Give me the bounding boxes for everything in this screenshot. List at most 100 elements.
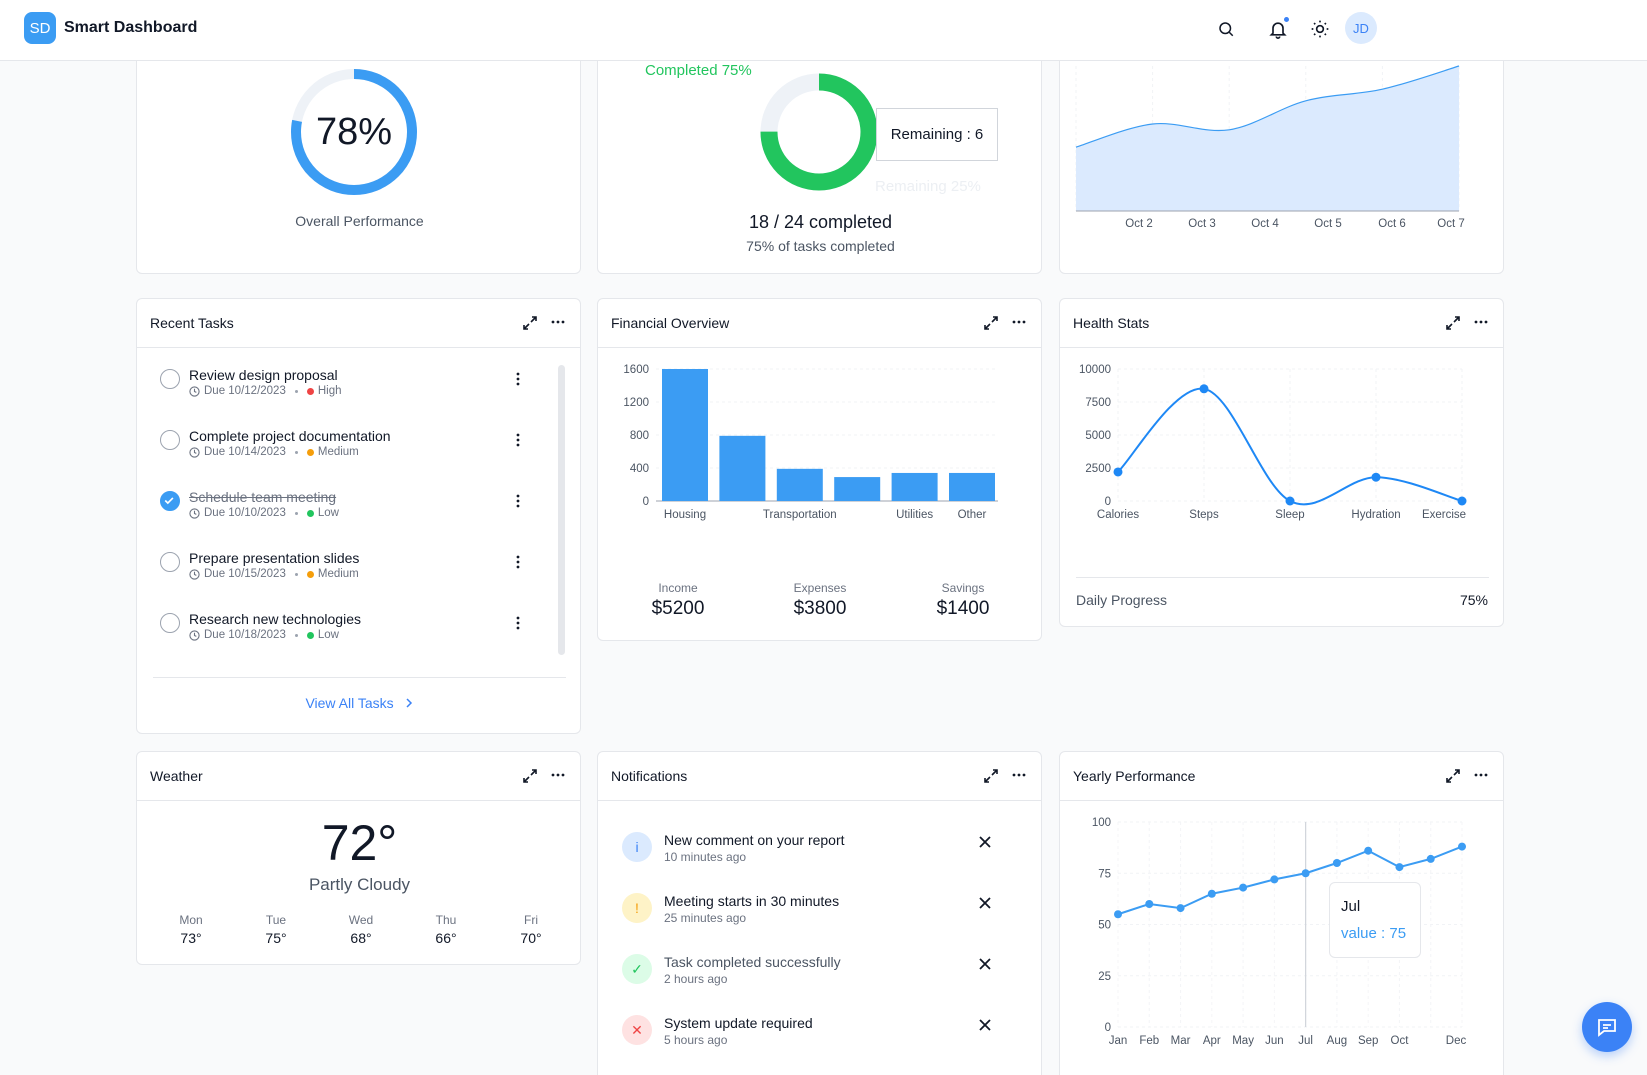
more-horizontal-icon[interactable] <box>550 314 566 330</box>
expand-icon[interactable] <box>983 315 999 331</box>
notification-item[interactable]: ✓ Task completed successfully 2 hours ago <box>598 950 1021 1010</box>
x-tick-label: Oct 5 <box>1314 218 1341 230</box>
x-tick-label: Sep <box>1358 1035 1378 1047</box>
x-tick-label: Jun <box>1265 1035 1284 1047</box>
y-tick-label: 10000 <box>1079 364 1111 376</box>
x-tick-label: Steps <box>1189 509 1219 521</box>
task-meta: Due 10/10/2023 Low <box>189 507 339 519</box>
task-row[interactable]: Research new technologies Due 10/18/2023 L… <box>137 605 547 665</box>
yearly-tooltip: Jul value : 75 <box>1329 882 1421 958</box>
user-avatar[interactable]: JD <box>1345 12 1377 44</box>
data-point[interactable] <box>1176 904 1185 913</box>
chat-button[interactable] <box>1582 1002 1632 1052</box>
app-logo[interactable]: SD <box>24 12 56 44</box>
performance-ring <box>291 69 417 195</box>
data-point[interactable] <box>1270 875 1279 884</box>
more-vertical-icon[interactable] <box>511 371 525 387</box>
task-checkbox[interactable] <box>160 369 180 389</box>
task-checkbox[interactable] <box>160 491 180 511</box>
weather-card: Weather 72° Partly Cloudy Mon 73° Tue 75° We… <box>136 751 581 965</box>
close-icon[interactable] <box>978 835 992 849</box>
expand-icon[interactable] <box>522 315 538 331</box>
task-row[interactable]: Schedule team meeting Due 10/10/2023 Low <box>137 483 547 543</box>
bar[interactable] <box>834 477 881 501</box>
y-tick-label: 0 <box>1105 1022 1111 1034</box>
more-vertical-icon[interactable] <box>511 493 525 509</box>
task-list-scrollbar[interactable] <box>558 365 565 655</box>
task-row[interactable]: Complete project documentation Due 10/14/… <box>137 422 547 482</box>
close-icon[interactable] <box>978 957 992 971</box>
card-title: Financial Overview <box>611 315 730 331</box>
x-tick-label: Oct 6 <box>1378 218 1405 230</box>
task-checkbox[interactable] <box>160 552 180 572</box>
more-vertical-icon[interactable] <box>511 554 525 570</box>
data-point[interactable] <box>1114 910 1122 919</box>
x-tick-label: Hydration <box>1351 509 1400 521</box>
more-horizontal-icon[interactable] <box>550 767 566 783</box>
expenses-stat: Expenses $3800 <box>760 581 880 620</box>
data-point[interactable] <box>1301 869 1310 878</box>
data-point[interactable] <box>1458 842 1466 851</box>
task-row[interactable]: Review design proposal Due 10/12/2023 High <box>137 361 547 421</box>
stat-value: $1400 <box>936 598 990 619</box>
data-point[interactable] <box>1332 859 1341 867</box>
notification-item[interactable]: ! Meeting starts in 30 minutes 25 minutes … <box>598 889 1021 949</box>
financial-bar-chart: 0 400 800 1200 1600 Housing Transportation Util… <box>623 364 998 521</box>
search-icon[interactable] <box>1213 16 1239 42</box>
more-vertical-icon[interactable] <box>511 615 525 631</box>
more-horizontal-icon[interactable] <box>1011 314 1027 330</box>
y-tick-label: 800 <box>630 430 649 442</box>
more-vertical-icon[interactable] <box>511 432 525 448</box>
more-horizontal-icon[interactable] <box>1011 767 1027 783</box>
data-point[interactable] <box>1426 854 1435 863</box>
close-icon[interactable] <box>978 1018 992 1032</box>
forecast-day: Wed 68° <box>331 913 391 946</box>
data-point[interactable] <box>1395 863 1404 872</box>
notification-item[interactable]: ✕ System update required 5 hours ago <box>598 1011 1021 1071</box>
data-point[interactable] <box>1199 384 1209 394</box>
sun-icon[interactable] <box>1307 16 1333 42</box>
y-tick-label: 7500 <box>1085 397 1111 409</box>
health-card: Health Stats 0 2500 5000 7500 10000 Calories S… <box>1059 298 1504 627</box>
x-tick-label: Dec <box>1446 1035 1467 1047</box>
remaining-legend: Remaining 25% <box>875 178 981 195</box>
notification-time: 5 hours ago <box>664 1033 728 1047</box>
warning-icon: ! <box>622 893 652 923</box>
expand-icon[interactable] <box>1445 768 1461 784</box>
data-point[interactable] <box>1239 883 1248 892</box>
performance-card: 78% Overall Performance <box>136 30 581 274</box>
data-point[interactable] <box>1364 846 1373 855</box>
bar[interactable] <box>776 468 823 501</box>
bar[interactable] <box>719 435 766 501</box>
task-checkbox[interactable] <box>160 430 180 450</box>
more-horizontal-icon[interactable] <box>1473 767 1489 783</box>
bell-icon[interactable] <box>1265 16 1291 42</box>
bar[interactable] <box>662 369 708 501</box>
bar[interactable] <box>949 472 995 501</box>
task-checkbox[interactable] <box>160 613 180 633</box>
forecast-day-temp: 66° <box>435 930 457 946</box>
expand-icon[interactable] <box>983 768 999 784</box>
bar[interactable] <box>891 472 938 501</box>
forecast-day-name: Fri <box>524 913 538 927</box>
view-all-tasks-link[interactable]: View All Tasks <box>137 695 580 711</box>
financial-header: Financial Overview <box>598 299 1041 348</box>
expand-icon[interactable] <box>522 768 538 784</box>
expand-icon[interactable] <box>1445 315 1461 331</box>
close-icon[interactable] <box>978 896 992 910</box>
x-tick-label: Oct <box>1391 1035 1410 1047</box>
task-row[interactable]: Prepare presentation slides Due 10/15/202… <box>137 544 547 604</box>
data-point[interactable] <box>1371 472 1381 482</box>
notification-item[interactable]: i New comment on your report 10 minutes ag… <box>598 828 1021 888</box>
data-point[interactable] <box>1285 496 1295 506</box>
notification-title: Meeting starts in 30 minutes <box>664 893 840 909</box>
tooltip-value: value : 75 <box>1341 925 1407 942</box>
more-horizontal-icon[interactable] <box>1473 314 1489 330</box>
data-point[interactable] <box>1145 900 1154 908</box>
data-point[interactable] <box>1207 889 1216 898</box>
notifications-card: Notifications i New comment on your repor… <box>597 751 1042 1075</box>
data-point[interactable] <box>1457 496 1467 506</box>
health-line <box>1117 387 1463 506</box>
data-point[interactable] <box>1113 467 1123 477</box>
stat-label: Expenses <box>793 581 847 595</box>
